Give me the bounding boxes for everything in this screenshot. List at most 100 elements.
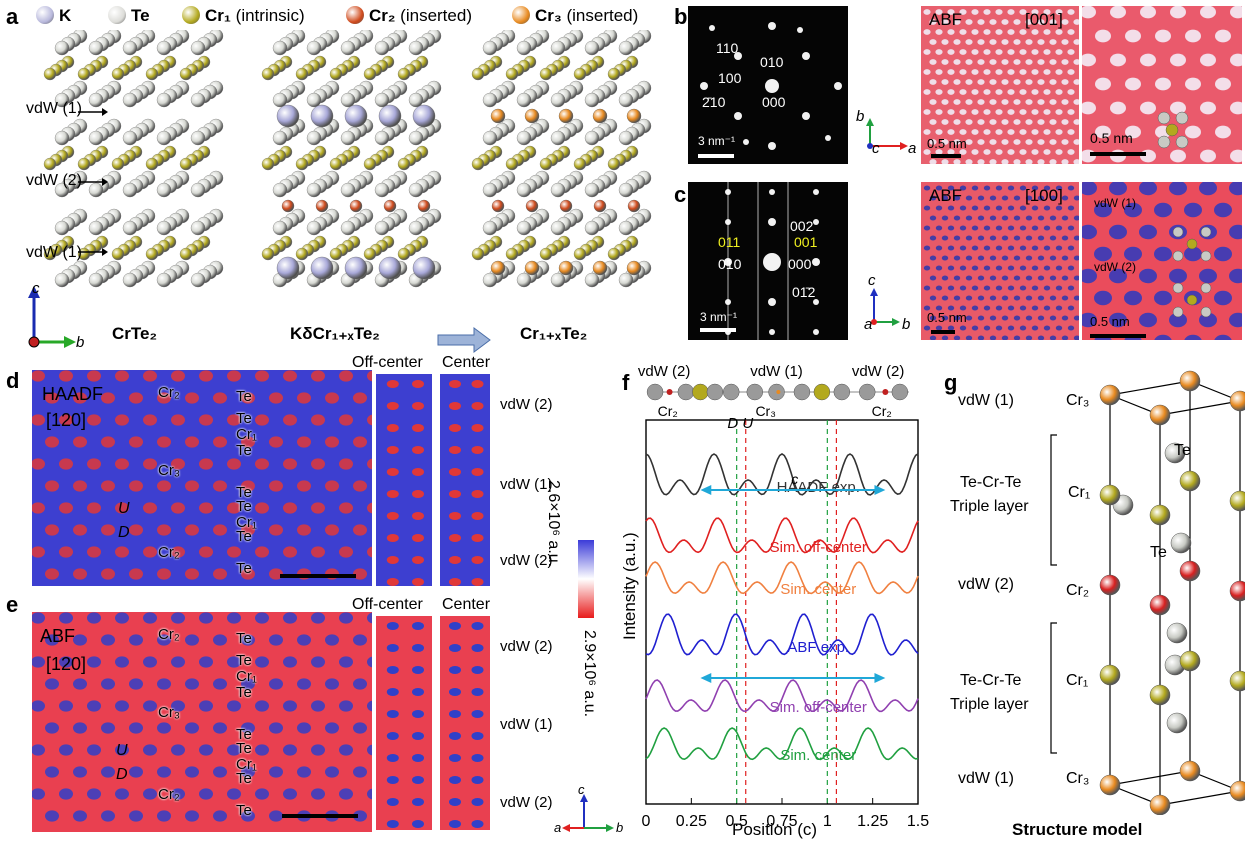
atom-column: [1214, 202, 1232, 218]
atom-column: [995, 225, 1003, 231]
haadf-zone: [120]: [46, 410, 87, 430]
atom-column: [185, 436, 199, 448]
te-atom: [516, 272, 532, 288]
te-atom: [584, 182, 600, 198]
k-atom: [344, 256, 368, 280]
cr-atom: [1229, 670, 1245, 692]
atom-column: [241, 392, 255, 404]
atom-column: [965, 59, 973, 65]
atom-column: [1184, 246, 1202, 262]
atom-column: [412, 688, 424, 696]
cr-atom: [1099, 664, 1121, 686]
zoom-scale-c: 0.5 nm: [1090, 314, 1130, 329]
vdw1-label-bottom: vdW (1): [26, 244, 82, 261]
atom-column: [45, 436, 59, 448]
atom-column: [185, 810, 199, 822]
abf-scalebar-b: [931, 154, 961, 158]
atom-column: [947, 129, 955, 135]
atom-column: [1001, 59, 1009, 65]
axis-a-e: a: [554, 820, 562, 835]
atom-column: [941, 39, 949, 45]
g-cr3-bottom: Cr₃: [1066, 770, 1090, 787]
cr-atom: [77, 157, 91, 171]
atom-column: [1125, 29, 1141, 43]
atom-column: [1139, 224, 1157, 240]
atom-column: [983, 149, 991, 155]
atom-column: [929, 159, 937, 164]
atom-column: [449, 820, 461, 828]
cr-atom: [111, 157, 125, 171]
atom-column: [386, 666, 399, 674]
atom-column: [171, 502, 185, 514]
atom-column: [386, 710, 399, 718]
atom-column: [1001, 235, 1009, 241]
atom-column: [1199, 182, 1217, 196]
chain-atom: [677, 383, 695, 401]
atom-column: [115, 656, 129, 668]
atom-column: [983, 9, 991, 15]
atom-column: [1037, 275, 1045, 281]
atom-column: [941, 79, 949, 85]
atom-column: [965, 335, 973, 340]
atom-column: [1214, 290, 1232, 306]
atom-column: [449, 380, 461, 388]
atom-column: [1001, 215, 1009, 221]
te-atom: [408, 182, 424, 198]
atom-column: [1001, 295, 1009, 301]
atom-column: [1013, 315, 1021, 321]
diffraction-spot: [725, 189, 731, 195]
atom-column: [971, 49, 979, 55]
cr-atom: [539, 67, 553, 81]
atom-label: Te: [236, 740, 252, 757]
atom-column: [947, 89, 955, 95]
atom-column: [367, 744, 372, 756]
atom-column: [953, 195, 961, 201]
spot-100: 100: [718, 70, 742, 86]
atom-column: [971, 29, 979, 35]
chain-atom: [646, 383, 664, 401]
atom-column: [101, 480, 115, 492]
te-atom: [550, 182, 566, 198]
atom-column: [1061, 335, 1069, 340]
g-tct-2: Te-Cr-Te: [960, 672, 1022, 689]
spot-000: 000: [762, 94, 786, 110]
atom-column: [45, 480, 59, 492]
atom-column: [1185, 29, 1201, 43]
atom-column: [1019, 325, 1027, 331]
series-label: Sim. center: [780, 747, 856, 764]
diff-scale-b: 3 nm⁻¹: [698, 134, 736, 148]
atom-column: [269, 480, 283, 492]
diffraction-spot: [769, 189, 775, 195]
atom-column: [989, 99, 997, 105]
atom-column: [339, 656, 353, 668]
atom-column: [935, 9, 943, 15]
atom-column: [923, 305, 931, 311]
layer-brace: [1050, 434, 1057, 566]
atom-column: [1061, 275, 1069, 281]
atom-column: [1019, 69, 1027, 75]
legend-item: Cr₁ (intrinsic): [182, 6, 305, 26]
te-atom: [374, 40, 390, 56]
legend-item: Te: [108, 6, 150, 26]
atom-column: [143, 612, 157, 624]
cr-atom: [261, 67, 275, 81]
atom-column: [977, 59, 985, 65]
atom-column: [227, 458, 241, 470]
series-label: Sim. center: [780, 581, 856, 598]
atom-column: [1055, 285, 1063, 291]
te-atom: [374, 92, 390, 108]
atom-column: [101, 524, 115, 536]
atom-label: Cr₃: [158, 462, 180, 479]
te-atom: [122, 40, 138, 56]
image-background: [440, 374, 490, 586]
atom-column: [995, 185, 1003, 191]
atom-column: [412, 820, 424, 828]
te-atom: [482, 92, 498, 108]
cr-atom: [539, 157, 553, 171]
atom-column: [283, 656, 297, 668]
atom-column: [1049, 315, 1057, 321]
atom-column: [1073, 215, 1079, 221]
atom-column: [255, 502, 269, 514]
atom-column: [386, 468, 399, 476]
atom-column: [241, 810, 255, 822]
